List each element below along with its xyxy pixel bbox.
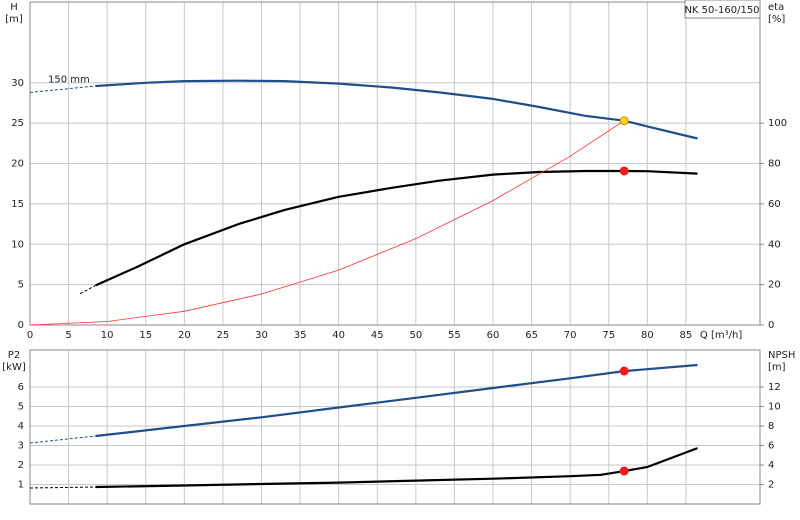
x-tick-label: 45	[371, 330, 384, 341]
curve	[29, 435, 96, 444]
y2-tick-label: 12	[768, 382, 781, 393]
y2-tick-label: 0	[768, 320, 774, 331]
x-tick-label: 0	[27, 330, 33, 341]
y-tick-label: 15	[11, 199, 24, 210]
x-axis-label: Q [m³/h]	[700, 330, 742, 341]
x-tick-label: 30	[255, 330, 268, 341]
x-tick-label: 85	[680, 330, 693, 341]
y-tick-label: 3	[18, 441, 24, 452]
x-tick-label: 40	[332, 330, 345, 341]
y-axis-label: P2	[8, 350, 20, 361]
curve	[95, 79, 698, 140]
x-tick-label: 60	[487, 330, 500, 341]
y2-axis-unit: [m]	[768, 362, 786, 373]
plot-frame	[29, 349, 761, 505]
curve	[29, 486, 96, 489]
x-tick-label: 10	[101, 330, 114, 341]
x-tick-label: 65	[525, 330, 538, 341]
y-tick-label: 5	[18, 280, 24, 291]
title-box	[684, 0, 761, 19]
y2-tick-label: 10	[768, 402, 781, 413]
y-axis-unit: [kW]	[2, 362, 26, 373]
duty-point	[619, 466, 629, 476]
y-tick-label: 20	[11, 159, 24, 170]
x-tick-label: 15	[139, 330, 152, 341]
y2-tick-label: 4	[768, 460, 774, 471]
plot-frame	[29, 1, 761, 326]
y-tick-label: 25	[11, 118, 24, 129]
y2-tick-label: 20	[768, 280, 781, 291]
duty-point	[619, 116, 629, 126]
curve	[95, 363, 698, 438]
y-tick-label: 6	[18, 382, 24, 393]
x-tick-label: 70	[564, 330, 577, 341]
y-tick-label: 1	[18, 480, 24, 491]
curve	[95, 169, 698, 287]
y-tick-label: 5	[18, 402, 24, 413]
y2-tick-label: 100	[768, 118, 787, 129]
duty-point	[619, 166, 629, 176]
duty-point	[619, 366, 629, 376]
y-tick-label: 2	[18, 460, 24, 471]
y2-tick-label: 40	[768, 239, 781, 250]
curve	[29, 120, 625, 326]
y-tick-label: 10	[11, 239, 24, 250]
curve	[79, 284, 96, 295]
x-tick-label: 35	[294, 330, 307, 341]
y2-axis-label: NPSH	[768, 350, 795, 361]
x-tick-label: 20	[178, 330, 191, 341]
y2-axis-label: eta	[768, 2, 784, 13]
y2-axis-unit: [%]	[768, 14, 785, 25]
x-tick-label: 25	[217, 330, 230, 341]
y-tick-label: 0	[18, 320, 24, 331]
x-tick-label: 80	[641, 330, 654, 341]
curve	[29, 85, 96, 93]
y-axis-label: H	[10, 2, 18, 13]
y2-tick-label: 60	[768, 199, 781, 210]
y2-tick-label: 6	[768, 441, 774, 452]
y-tick-label: 4	[18, 421, 24, 432]
y2-tick-label: 2	[768, 480, 774, 491]
curve	[95, 447, 698, 489]
y2-tick-label: 80	[768, 159, 781, 170]
x-tick-label: 55	[448, 330, 461, 341]
x-tick-label: 50	[409, 330, 422, 341]
y-axis-unit: [m]	[5, 14, 23, 25]
chart-title: NK 50-160/150	[684, 5, 759, 16]
y-tick-label: 30	[11, 78, 24, 89]
x-tick-label: 75	[602, 330, 615, 341]
x-tick-label: 5	[65, 330, 71, 341]
annotation: 150 mm	[48, 75, 90, 86]
y2-tick-label: 8	[768, 421, 774, 432]
